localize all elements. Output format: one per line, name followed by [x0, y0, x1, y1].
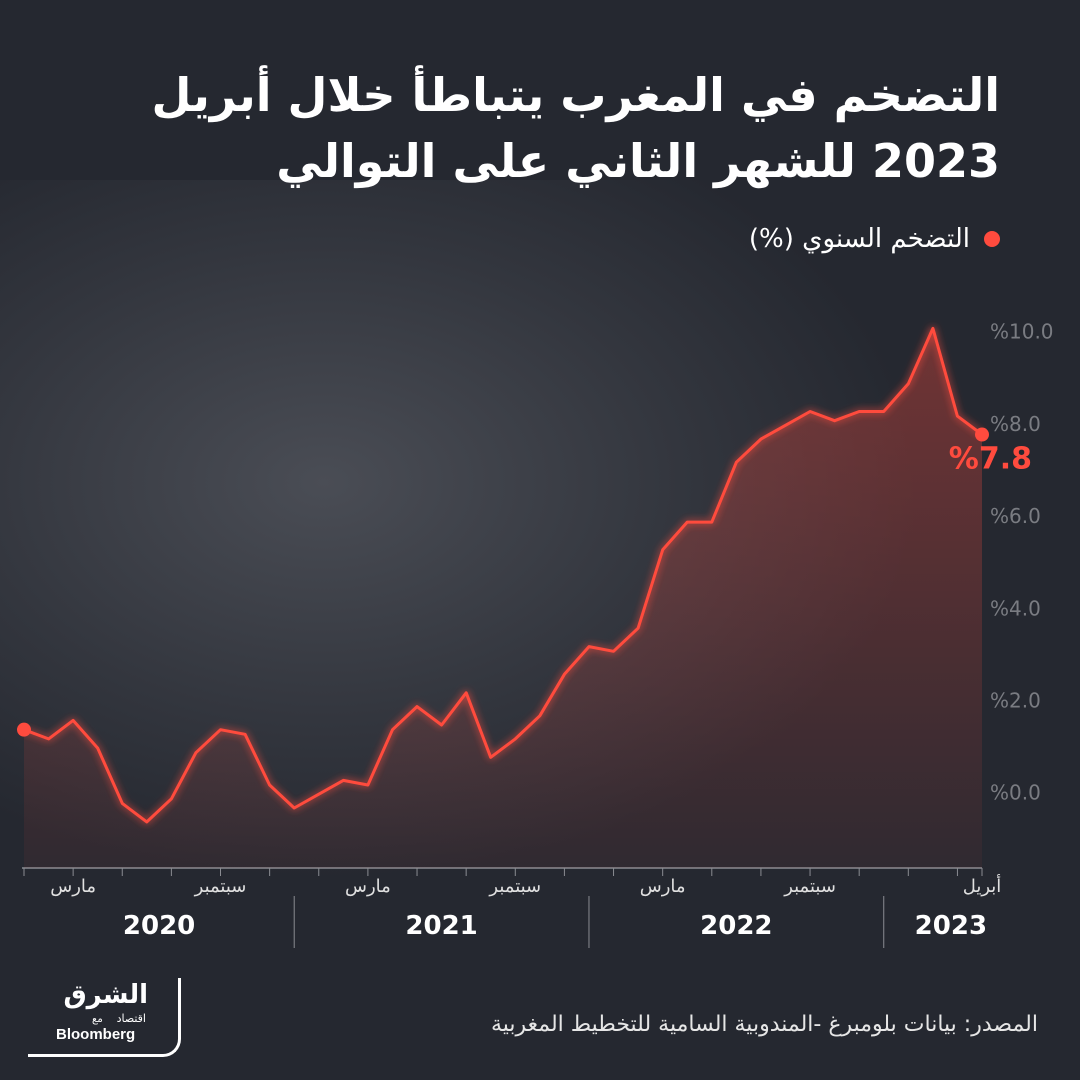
y-tick-label: %2.0 [990, 688, 1041, 712]
x-tick-label: سبتمبر [783, 876, 836, 897]
year-label: 2021 [405, 911, 477, 941]
logo: الشرق اقتصاد مع Bloomberg [28, 978, 181, 1057]
x-tick-label: سبتمبر [194, 876, 247, 897]
logo-partner-prefix: مع [92, 1014, 103, 1025]
legend-label: التضخم السنوي (%) [748, 224, 970, 254]
value-label: %7.8 [949, 442, 1032, 477]
y-tick-label: %6.0 [990, 504, 1041, 528]
year-label: 2020 [123, 911, 195, 941]
area [24, 328, 982, 868]
y-tick-label: %8.0 [990, 412, 1041, 436]
logo-sub: اقتصاد [116, 1012, 146, 1025]
legend-marker [984, 231, 1000, 247]
year-label: 2022 [700, 911, 772, 941]
legend: التضخم السنوي (%) [749, 224, 1000, 254]
logo-brand: الشرق [63, 980, 148, 1010]
x-tick-label: مارس [345, 876, 391, 897]
y-tick-label: %0.0 [990, 781, 1041, 805]
y-tick-label: %4.0 [990, 596, 1041, 620]
title-line: التضخم في المغرب يتباطأ خلال أبريل [151, 68, 1000, 122]
title-line: 2023 للشهر الثاني على التوالي [276, 134, 1000, 188]
x-tick-label: مارس [50, 876, 96, 897]
point [17, 722, 31, 737]
year-label: 2023 [915, 911, 987, 941]
x-tick-label: سبتمبر [488, 876, 541, 897]
line [23, 326, 983, 824]
title: التضخم في المغرب يتباطأ خلال أبريل 2023 … [152, 62, 1000, 194]
x-tick-label: أبريل [963, 874, 1002, 897]
y-tick-label: %10.0 [990, 320, 1054, 344]
logo-partner: Bloomberg [56, 1026, 136, 1043]
source: المصدر: بيانات بلومبرغ -المندوبية السامي… [490, 1012, 1038, 1037]
x-tick-label: مارس [640, 876, 686, 897]
point [975, 427, 989, 442]
